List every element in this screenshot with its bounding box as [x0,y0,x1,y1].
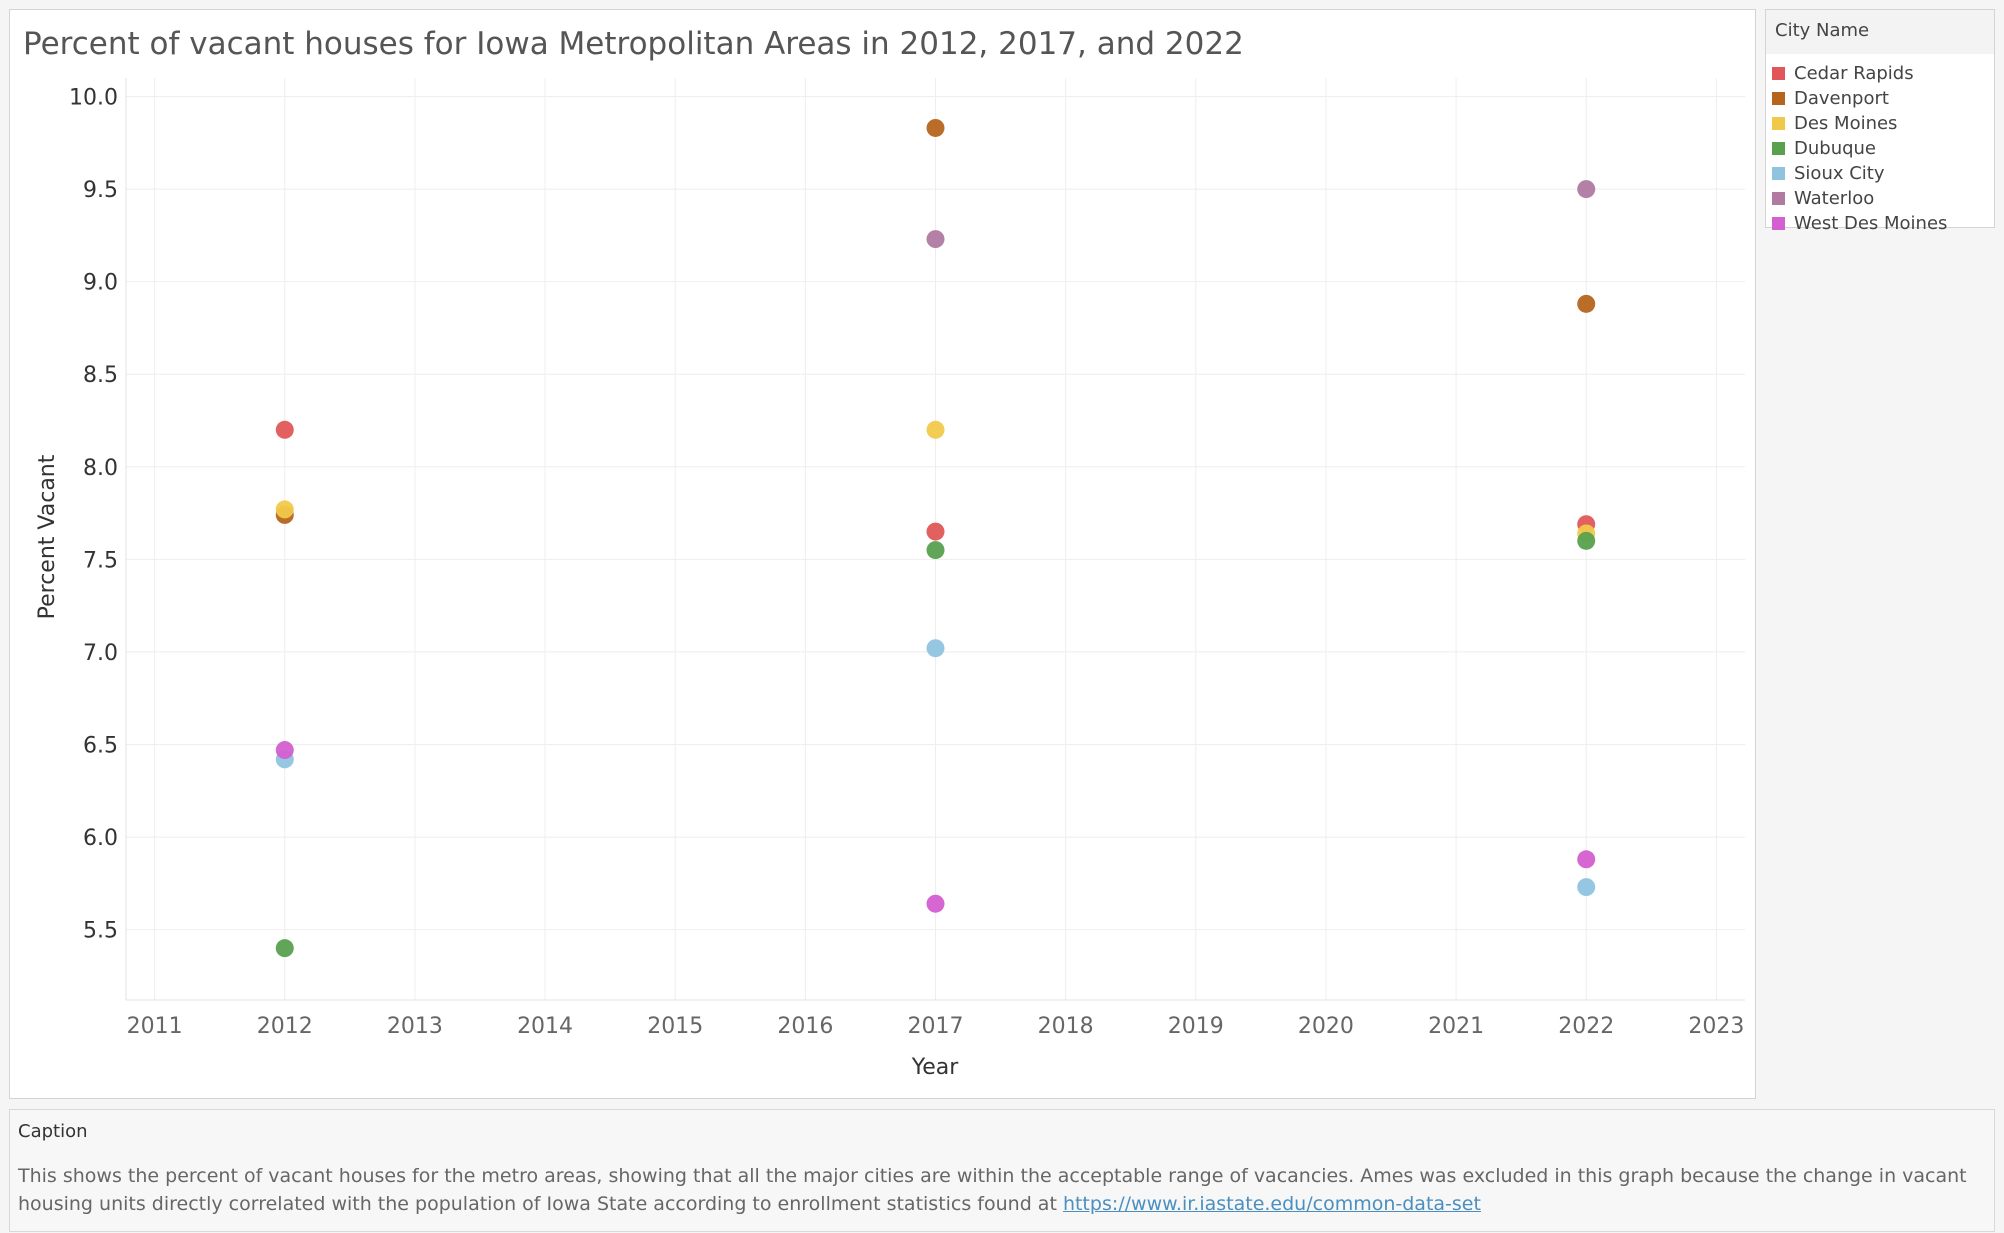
legend-label: Waterloo [1794,187,1875,209]
legend-item[interactable]: Dubuque [1772,137,1876,159]
legend-item[interactable]: Des Moines [1772,112,1897,134]
caption-body: This shows the percent of vacant houses … [18,1165,1967,1215]
x-tick-label: 2014 [517,1014,573,1039]
legend-header [1766,10,1994,54]
data-point[interactable]: Dubuque 2012: 5.4 [275,939,294,958]
data-point[interactable]: Des Moines 2012: 7.77 [275,500,294,519]
x-tick-label: 2015 [647,1014,703,1039]
y-tick-label: 9.5 [83,178,118,203]
legend-swatch [1772,66,1785,80]
data-point[interactable]: Waterloo 2022: 9.5 [1577,180,1596,199]
chart-panel: Percent of vacant houses for Iowa Metrop… [9,9,1756,1099]
x-tick-label: 2018 [1038,1014,1094,1039]
caption-text: This shows the percent of vacant houses … [18,1162,1978,1218]
legend-item[interactable]: Waterloo [1772,187,1874,209]
caption-link[interactable]: https://www.ir.iastate.edu/common-data-s… [1062,1193,1481,1215]
data-points[interactable]: Cedar Rapids 2012: 8.2 Cedar Rapids 2017:… [275,118,1596,958]
legend-item[interactable]: Davenport [1772,87,1889,109]
y-tick-label: 6.5 [83,734,118,759]
data-point[interactable]: West Des Moines 2017: 5.64 [926,894,945,913]
legend-item[interactable]: Sioux City [1772,162,1885,184]
caption-label: Caption [18,1121,88,1142]
data-point[interactable]: Des Moines 2017: 8.2 [926,420,945,439]
y-tick-label: 9.0 [83,271,118,296]
data-point[interactable]: Dubuque 2017: 7.55 [926,541,945,560]
legend-item[interactable]: Cedar Rapids [1772,62,1914,84]
x-tick-label: 2013 [387,1014,443,1039]
x-axis-title: Year [911,1055,960,1080]
data-point[interactable]: Waterloo 2017: 9.23 [926,230,945,249]
data-point[interactable]: West Des Moines 2012: 6.47 [275,741,294,760]
legend-swatch [1772,91,1785,105]
scatter-plot[interactable]: 2011 2012 2013 2014 2015 2016 2017 2018 2019 2020… [10,10,1755,1098]
x-tick-label: 2020 [1298,1014,1354,1039]
grid [126,78,1745,1000]
legend-swatch [1772,216,1785,230]
legend-title: City Name [1775,20,1870,41]
x-tick-label: 2023 [1688,1014,1744,1039]
chart-title: Percent of vacant houses for Iowa Metrop… [23,26,1244,62]
legend-label: Des Moines [1794,112,1898,134]
y-tick-label: 7.5 [83,548,118,573]
legend: City Name Cedar Rapids Davenport Des Moine… [1765,9,1995,234]
legend-label: West Des Moines [1794,212,1948,234]
data-point[interactable]: Davenport 2017: 9.83 [926,118,945,137]
legend-swatch [1772,166,1785,180]
y-tick-label: 5.5 [83,919,118,944]
y-tick-label: 7.0 [83,641,118,666]
x-tick-label: 2012 [257,1014,313,1039]
y-axis-title: Percent Vacant [35,454,60,619]
x-tick-label: 2016 [777,1014,833,1039]
data-point[interactable]: Sioux City 2017: 7.02 [926,639,945,658]
data-point[interactable]: Davenport 2022: 8.88 [1577,294,1596,313]
x-tick-label: 2011 [127,1014,183,1039]
y-tick-label: 8.5 [83,363,118,388]
y-tick-label: 10.0 [69,86,118,111]
caption-panel: Caption This shows the percent of vacant… [9,1109,1995,1232]
x-tick-label: 2022 [1558,1014,1614,1039]
x-tick-label: 2019 [1168,1014,1224,1039]
axes: 2011 2012 2013 2014 2015 2016 2017 2018 2019 2020… [69,78,1745,1039]
legend-swatch [1772,191,1785,205]
legend-label: Sioux City [1794,162,1885,184]
legend-swatch [1772,116,1785,130]
x-tick-label: 2021 [1428,1014,1484,1039]
data-point[interactable]: Sioux City 2022: 5.73 [1577,878,1596,897]
data-point[interactable]: West Des Moines 2022: 5.88 [1577,850,1596,869]
legend-label: Davenport [1794,87,1889,109]
legend-label: Cedar Rapids [1794,62,1914,84]
legend-swatch [1772,141,1785,155]
x-tick-label: 2017 [908,1014,964,1039]
data-point[interactable]: Cedar Rapids 2017: 7.65 [926,522,945,541]
y-tick-label: 6.0 [83,826,118,851]
y-tick-label: 8.0 [83,456,118,481]
legend-label: Dubuque [1794,137,1877,159]
legend-item[interactable]: West Des Moines [1772,212,1947,234]
data-point[interactable]: Cedar Rapids 2012: 8.2 [275,420,294,439]
data-point[interactable]: Dubuque 2022: 7.6 [1577,531,1596,550]
